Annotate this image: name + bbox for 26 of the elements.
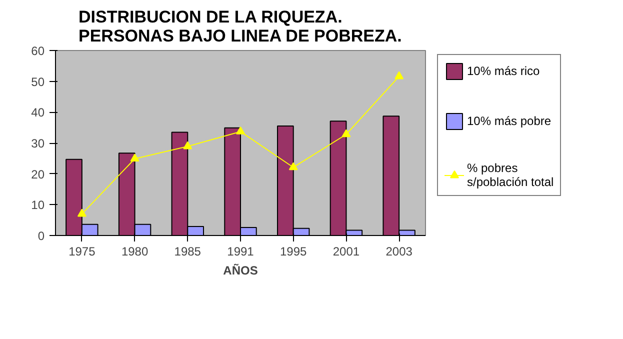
- point: [77, 208, 86, 217]
- x-tick-label: 1991: [227, 244, 254, 258]
- y-tick-label: 40: [31, 106, 45, 120]
- point: [342, 129, 351, 138]
- x-tick-label: 1985: [174, 244, 202, 258]
- y-tick-label: 20: [31, 167, 45, 182]
- x-tick-label: 2003: [386, 244, 413, 258]
- y-tick-label: 60: [31, 44, 45, 58]
- y-tick-label: 0: [38, 229, 45, 243]
- y-tick-label: 30: [31, 136, 45, 150]
- legend-label: % pobres s/población total: [467, 161, 554, 189]
- x-tick-label: 1995: [280, 244, 308, 258]
- x-tick-label: 1980: [121, 244, 148, 258]
- x-tick-label: 1975: [68, 244, 96, 258]
- y-tick-label: 50: [31, 74, 45, 89]
- x-axis-title: AÑOS: [223, 264, 258, 278]
- point: [288, 162, 298, 170]
- point: [183, 141, 192, 150]
- legend-label: 10% más pobre: [467, 113, 552, 130]
- legend-label: 10% más rico: [467, 63, 540, 80]
- point: [236, 126, 245, 134]
- chart-title: DISTRIBUCION DE LA RIQUEZA. PERSONAS BAJO LINEA DE POBREZA.: [78, 8, 402, 46]
- y-tick-label: 10: [31, 198, 45, 212]
- point: [130, 154, 140, 162]
- x-tick-label: 2001: [332, 244, 360, 258]
- point: [394, 71, 404, 80]
